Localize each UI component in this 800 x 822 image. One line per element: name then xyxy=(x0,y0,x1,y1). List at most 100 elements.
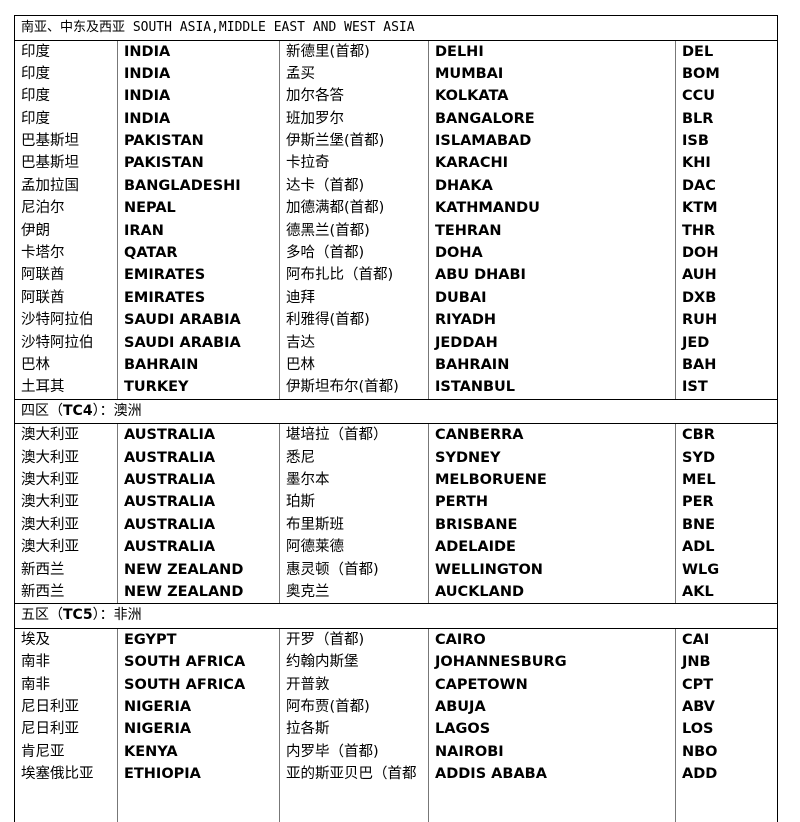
city-en-cell: TEHRAN xyxy=(429,219,676,243)
table-row: 沙特阿拉伯 SAUDI ARABIA 吉达 JEDDAH JED xyxy=(15,331,777,354)
empty-cell xyxy=(280,785,429,822)
city-en-cell: NAIROBI xyxy=(429,740,676,764)
city-cn-cell: 巴林 xyxy=(280,353,429,377)
city-cn-cell: 利雅得(首都) xyxy=(280,309,429,332)
country-cn-cell: 沙特阿拉伯 xyxy=(15,331,118,354)
header-prefix: 四区（ xyxy=(21,402,63,419)
country-cn-cell: 巴林 xyxy=(15,353,118,377)
airport-code-cell: ISB xyxy=(682,133,709,150)
city-cn-cell: 约翰内斯堡 xyxy=(280,651,429,674)
airport-code-cell: BAH xyxy=(682,356,717,373)
city-cn-cell: 多哈（首都) xyxy=(280,242,429,265)
country-cn-cell: 南非 xyxy=(15,673,118,697)
city-en-cell: LAGOS xyxy=(429,718,676,741)
city-en-cell: PERTH xyxy=(429,491,676,514)
city-cn-cell: 墨尔本 xyxy=(280,469,429,492)
airport-code-cell: DOH xyxy=(682,245,719,262)
airport-code-cell: DXB xyxy=(682,289,717,306)
country-en-cell: SOUTH AFRICA xyxy=(118,673,280,697)
city-en-cell: SYDNEY xyxy=(429,446,676,470)
country-cn-cell: 印度 xyxy=(15,40,118,63)
empty-cell xyxy=(15,785,118,822)
airport-code-cell: THR xyxy=(682,222,716,239)
country-cn-cell: 澳大利亚 xyxy=(15,469,118,492)
airport-code-cell: CBR xyxy=(682,427,715,444)
section-body-tc4: 澳大利亚 AUSTRALIA 堪培拉（首都） CANBERRA CBR 澳大利亚 AUSTR… xyxy=(15,424,777,605)
city-en-cell: CANBERRA xyxy=(429,424,676,447)
airport-code-cell: ADD xyxy=(682,766,718,783)
country-en-cell: IRAN xyxy=(118,219,280,243)
country-cn-cell: 澳大利亚 xyxy=(15,536,118,559)
city-cn-cell: 惠灵顿（首都) xyxy=(280,558,429,581)
city-en-cell: DELHI xyxy=(429,40,676,63)
city-en-cell: ISLAMABAD xyxy=(429,130,676,153)
city-cn-cell: 达卡（首都) xyxy=(280,174,429,198)
section-header-tc5: 五区（TC5）：非洲 xyxy=(15,604,777,629)
country-en-cell: BANGLADESHI xyxy=(118,174,280,198)
country-cn-cell: 印度 xyxy=(15,85,118,108)
city-cn-cell: 加德满都(首都) xyxy=(280,197,429,220)
header-suffix: ）：澳洲 xyxy=(92,402,142,419)
table-row: 澳大利亚 AUSTRALIA 布里斯班 BRISBANE BNE xyxy=(15,513,777,537)
city-cn-cell: 卡拉奇 xyxy=(280,152,429,175)
country-en-cell: ETHIOPIA xyxy=(118,763,280,786)
country-en-cell: INDIA xyxy=(118,40,280,63)
country-en-cell: NIGERIA xyxy=(118,696,280,719)
table-row: 孟加拉国 BANGLADESHI 达卡（首都) DHAKA DAC xyxy=(15,174,777,198)
airport-code-cell: WLG xyxy=(682,561,720,578)
country-cn-cell: 土耳其 xyxy=(15,376,118,399)
city-cn-cell: 吉达 xyxy=(280,331,429,354)
country-en-cell: INDIA xyxy=(118,107,280,131)
country-cn-cell: 巴基斯坦 xyxy=(15,130,118,153)
city-cn-cell: 布里斯班 xyxy=(280,513,429,537)
table-row: 南非 SOUTH AFRICA 开普敦 CAPETOWN CPT xyxy=(15,673,777,697)
country-cn-cell: 埃塞俄比亚 xyxy=(15,763,118,786)
country-en-cell: EGYPT xyxy=(118,628,280,652)
city-en-cell: BRISBANE xyxy=(429,513,676,537)
table-row: 伊朗 IRAN 德黑兰(首都) TEHRAN THR xyxy=(15,219,777,243)
city-cn-cell: 珀斯 xyxy=(280,491,429,514)
country-en-cell: NEW ZEALAND xyxy=(118,580,280,604)
country-cn-cell: 尼日利亚 xyxy=(15,718,118,741)
city-en-cell: BANGALORE xyxy=(429,107,676,131)
city-cn-cell: 内罗毕（首都) xyxy=(280,740,429,764)
country-en-cell: INDIA xyxy=(118,85,280,108)
header-code: TC5 xyxy=(63,607,93,624)
airport-code-cell: DEL xyxy=(682,43,714,60)
table-row: 澳大利亚 AUSTRALIA 阿德莱德 ADELAIDE ADL xyxy=(15,536,777,559)
city-en-cell: AUCKLAND xyxy=(429,580,676,604)
country-en-cell: PAKISTAN xyxy=(118,152,280,175)
city-en-cell: ADELAIDE xyxy=(429,536,676,559)
table-row: 印度 INDIA 新德里(首都) DELHI DEL xyxy=(15,40,777,63)
airport-code-cell: RUH xyxy=(682,312,718,329)
country-en-cell: NIGERIA xyxy=(118,718,280,741)
table-row: 新西兰 NEW ZEALAND 奥克兰 AUCKLAND AKL xyxy=(15,580,777,604)
empty-cell xyxy=(676,786,776,822)
city-en-cell: ABU DHABI xyxy=(429,264,676,287)
city-en-cell: CAIRO xyxy=(429,628,676,652)
airport-code-cell: SYD xyxy=(682,449,715,466)
table-row: 尼泊尔 NEPAL 加德满都(首都) KATHMANDU KTM xyxy=(15,197,777,220)
table-row: 埃及 EGYPT 开罗（首都) CAIRO CAI xyxy=(15,628,777,652)
airport-code-cell: BLR xyxy=(682,110,714,127)
city-cn-cell: 奥克兰 xyxy=(280,580,429,604)
city-en-cell: DOHA xyxy=(429,242,676,265)
city-cn-cell: 新德里(首都) xyxy=(280,40,429,63)
table-row: 尼日利亚 NIGERIA 阿布贾(首都) ABUJA ABV xyxy=(15,696,777,719)
header-prefix: 五区（ xyxy=(21,607,63,624)
country-cn-cell: 卡塔尔 xyxy=(15,242,118,265)
city-en-cell: ABUJA xyxy=(429,696,676,719)
country-en-cell: QATAR xyxy=(118,242,280,265)
city-en-cell: KARACHI xyxy=(429,152,676,175)
airport-code-cell: DAC xyxy=(682,177,716,194)
airport-code-cell: MEL xyxy=(682,472,716,489)
table-row: 肯尼亚 KENYA 内罗毕（首都) NAIROBI NBO xyxy=(15,740,777,764)
airport-code-cell: KHI xyxy=(682,155,711,172)
table-row: 印度 INDIA 加尔各答 KOLKATA CCU xyxy=(15,85,777,108)
country-en-cell: SAUDI ARABIA xyxy=(118,309,280,332)
city-cn-cell: 阿布贾(首都) xyxy=(280,696,429,719)
table-row: 埃塞俄比亚 ETHIOPIA 亚的斯亚贝巴（首都 ADDIS ABABA ADD xyxy=(15,763,777,786)
table-row: 土耳其 TURKEY 伊斯坦布尔(首都) ISTANBUL IST xyxy=(15,376,777,399)
airport-code-cell: NBO xyxy=(682,743,718,760)
country-cn-cell: 澳大利亚 xyxy=(15,513,118,537)
